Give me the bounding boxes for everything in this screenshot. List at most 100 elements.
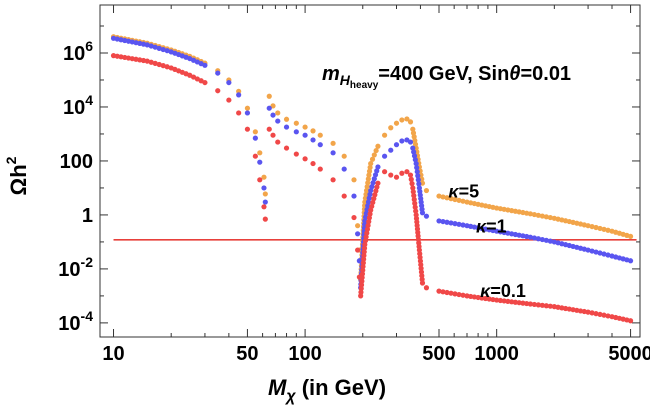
data-point bbox=[589, 223, 595, 230]
data-point bbox=[317, 166, 323, 172]
data-point bbox=[444, 195, 450, 201]
data-point bbox=[164, 48, 170, 54]
data-point bbox=[460, 292, 466, 298]
data-point bbox=[423, 285, 430, 291]
data-point bbox=[452, 291, 458, 297]
data-point bbox=[266, 126, 272, 132]
data-point bbox=[440, 218, 446, 225]
data-point bbox=[448, 290, 454, 296]
data-point bbox=[317, 142, 323, 148]
data-point bbox=[419, 280, 426, 286]
data-point bbox=[283, 116, 290, 122]
data-point bbox=[368, 160, 374, 167]
data-point bbox=[261, 185, 267, 191]
data-point bbox=[293, 151, 299, 157]
data-point bbox=[202, 79, 208, 86]
axis-ticks bbox=[100, 5, 640, 337]
data-point bbox=[605, 313, 611, 319]
data-point bbox=[593, 311, 599, 317]
data-point bbox=[414, 169, 420, 175]
data-point bbox=[460, 222, 466, 228]
data-point bbox=[410, 189, 416, 195]
data-point bbox=[601, 312, 607, 318]
data-point bbox=[160, 46, 166, 53]
data-point bbox=[436, 218, 442, 224]
series-label-0: κ=5 bbox=[448, 181, 479, 201]
data-point bbox=[375, 180, 381, 186]
data-point bbox=[440, 194, 446, 200]
data-point bbox=[452, 221, 458, 227]
data-point bbox=[539, 302, 545, 308]
data-point bbox=[423, 213, 430, 219]
data-point bbox=[252, 129, 258, 135]
data-point bbox=[460, 198, 466, 204]
data-point bbox=[164, 64, 170, 70]
data-point bbox=[362, 195, 369, 201]
data-point bbox=[531, 235, 537, 241]
data-point bbox=[266, 93, 272, 99]
data-point bbox=[597, 225, 603, 232]
data-point bbox=[419, 210, 426, 216]
data-point bbox=[456, 197, 462, 203]
data-point bbox=[597, 311, 603, 318]
data-point bbox=[244, 126, 251, 132]
data-point bbox=[527, 301, 534, 307]
data-point bbox=[456, 221, 462, 227]
data-point bbox=[388, 147, 394, 153]
y-tick-label: 106 bbox=[63, 38, 93, 65]
y-axis-title: Ωh2 bbox=[3, 156, 31, 195]
y-tick-label: 100 bbox=[60, 151, 93, 173]
data-point bbox=[283, 145, 290, 151]
data-point bbox=[412, 204, 418, 210]
data-point bbox=[202, 62, 208, 68]
data-point bbox=[527, 234, 534, 240]
data-point bbox=[423, 187, 430, 194]
data-point bbox=[283, 124, 290, 130]
x-tick-label: 500 bbox=[422, 343, 455, 365]
series-label-1: κ=1 bbox=[476, 217, 507, 237]
data-point bbox=[275, 118, 281, 124]
data-point bbox=[440, 289, 446, 295]
data-point bbox=[535, 302, 541, 308]
data-point bbox=[226, 79, 232, 86]
series-labels: κ=5 κ=1 κ=0.1 bbox=[448, 181, 525, 301]
data-point bbox=[355, 247, 361, 253]
data-point bbox=[535, 212, 541, 218]
data-point bbox=[310, 128, 316, 134]
data-point bbox=[411, 153, 418, 159]
data-point bbox=[365, 176, 371, 182]
data-point bbox=[543, 214, 549, 220]
data-point bbox=[444, 219, 450, 225]
data-point bbox=[393, 174, 400, 180]
data-point bbox=[601, 226, 607, 232]
data-point bbox=[302, 124, 308, 130]
axis-tick-labels: 10 50 100 500 1000 5000 106 104 100 1 10-2 10-4 bbox=[58, 38, 650, 365]
data-point bbox=[310, 137, 316, 143]
data-point bbox=[257, 177, 263, 183]
data-point bbox=[144, 42, 150, 48]
data-point bbox=[412, 200, 418, 206]
y-tick-label: 1 bbox=[82, 205, 93, 227]
data-point bbox=[547, 238, 553, 244]
data-point bbox=[372, 172, 379, 178]
data-point bbox=[627, 233, 634, 240]
data-point bbox=[404, 169, 410, 175]
data-point bbox=[236, 110, 242, 116]
series-2 bbox=[110, 53, 634, 324]
data-point bbox=[152, 60, 158, 66]
data-point bbox=[410, 185, 416, 191]
data-point bbox=[215, 88, 221, 94]
data-point bbox=[148, 43, 154, 49]
data-point bbox=[369, 156, 376, 162]
data-point bbox=[535, 236, 541, 242]
data-point bbox=[371, 152, 377, 158]
data-point bbox=[527, 211, 534, 217]
x-tick-label: 1000 bbox=[474, 343, 519, 365]
x-tick-label: 5000 bbox=[608, 343, 650, 365]
data-point bbox=[362, 199, 368, 205]
data-point bbox=[393, 120, 400, 126]
data-point bbox=[539, 213, 545, 219]
data-point bbox=[413, 208, 419, 214]
data-point bbox=[351, 214, 357, 221]
